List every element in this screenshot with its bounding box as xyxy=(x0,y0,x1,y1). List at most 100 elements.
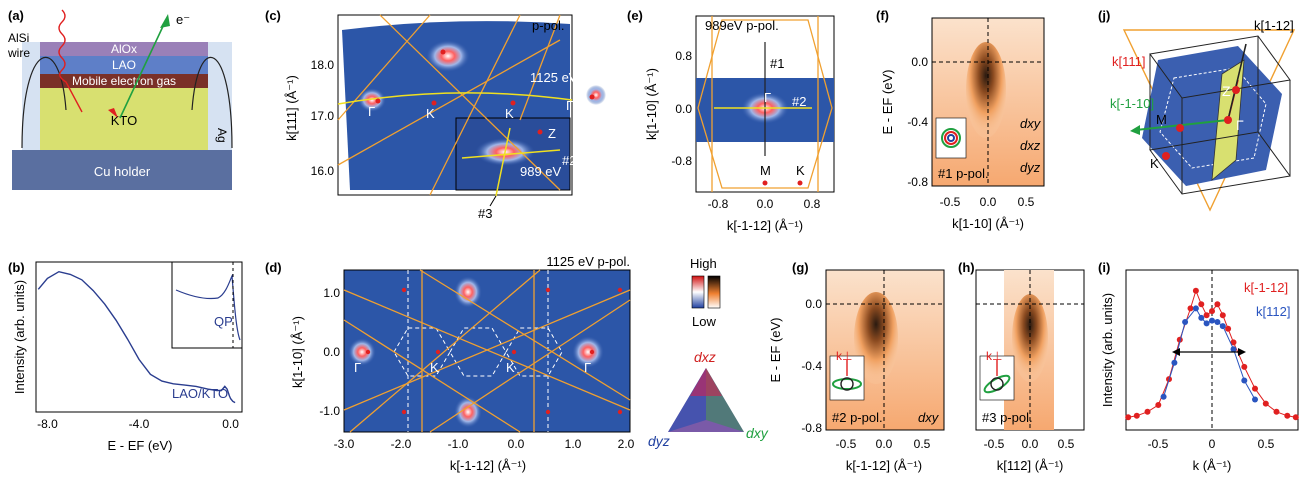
plot-c-ytick-3: 16.0 xyxy=(311,164,335,178)
bz-z-dot xyxy=(1232,86,1240,94)
plot-f-band xyxy=(966,42,1006,138)
panel-b: (b) QP LAO/KTO -8.0 -4.0 0.0 E - EF (eV) I… xyxy=(8,260,243,453)
plot-b-curve xyxy=(37,270,236,404)
plot-i-xtick-2: 0 xyxy=(1209,437,1216,451)
plot-i-xtick-3: 0.5 xyxy=(1258,437,1275,451)
xray-beam xyxy=(58,9,83,113)
plot-f-orb-2: dxz xyxy=(1020,138,1041,153)
plot-f-ytick-3: -0.8 xyxy=(907,175,928,189)
plot-c-spot-3 xyxy=(586,85,606,105)
plot-f-orb-3: dyz xyxy=(1020,160,1041,175)
plot-i-point xyxy=(1125,414,1132,421)
plot-i-point xyxy=(1241,363,1248,370)
plot-g-cut: #2 p-pol. xyxy=(832,410,883,425)
plot-i-point xyxy=(1133,412,1140,419)
plot-i-xlabel: k (Å⁻¹) xyxy=(1193,458,1232,473)
plot-i-point xyxy=(1209,308,1215,315)
bz-k112-arrow xyxy=(1227,43,1247,121)
wire-label-2: wire xyxy=(7,46,30,60)
plot-i-point xyxy=(1192,305,1199,312)
bz-m-dot xyxy=(1176,124,1184,132)
cu-holder-label: Cu holder xyxy=(94,164,151,179)
plot-f-orb-1: dxy xyxy=(1020,116,1042,131)
plot-e-k: K xyxy=(796,163,805,178)
plot-i-ylabel: Intensity (arb. units) xyxy=(1100,293,1115,407)
plot-c-gamma-1: Γ xyxy=(368,104,375,119)
photoelectron-path xyxy=(119,21,166,119)
plot-e-ylabel: k[1-10] (Å⁻¹) xyxy=(644,68,659,140)
bz-cube xyxy=(1149,35,1291,195)
wire-left xyxy=(21,56,67,149)
panel-e-label: (e) xyxy=(627,8,643,23)
plot-e-gamma: Γ xyxy=(764,90,771,105)
plot-i-legend-2: k[112] xyxy=(1256,304,1290,319)
plot-i-point xyxy=(1230,346,1237,353)
plot-i-point xyxy=(1230,339,1237,346)
plot-c-cut-3 xyxy=(495,127,511,197)
panel-g: (g) k⊥ #2 p-pol. dxy 0.0 -0.4 -0.8 -0.5 … xyxy=(768,260,945,473)
plot-i-series-line-2 xyxy=(1163,307,1256,400)
xray-arrowhead xyxy=(108,108,118,118)
plot-d-k-1: K xyxy=(430,360,439,375)
plot-i-point xyxy=(1203,312,1210,319)
panel-c-label: (c) xyxy=(265,8,281,23)
lao-layer xyxy=(40,56,208,74)
plot-b-xtick: 0.0 xyxy=(222,417,239,431)
panel-g-label: (g) xyxy=(792,260,809,275)
bz-k112-label: k[1-12] xyxy=(1254,18,1294,33)
electron-gas-layer xyxy=(40,74,208,88)
plot-c-hsp-dots xyxy=(375,49,595,135)
plot-d-k-2: K xyxy=(506,360,515,375)
wire-right xyxy=(191,57,233,149)
inset-b-qp-label: QP xyxy=(214,314,233,329)
plot-f-xtick-2: 0.0 xyxy=(980,195,997,209)
plot-i-point xyxy=(1182,319,1189,325)
plot-g-ytick-1: 0.0 xyxy=(805,297,822,311)
plot-c-cut-3-label: #3 xyxy=(478,206,492,221)
legend-colorbars: High Low dxz dyz dxy xyxy=(648,256,769,449)
kto-substrate xyxy=(40,88,208,150)
plot-f-geom-icon xyxy=(935,117,967,159)
plot-g-ytick-2: -0.4 xyxy=(801,359,822,373)
plot-d-title: 1125 eV p-pol. xyxy=(546,254,630,269)
plot-i-point xyxy=(1284,412,1291,419)
plot-g-kperp: k⊥ xyxy=(836,349,852,363)
photoelectron-arrowhead xyxy=(160,14,170,28)
electron-label: e⁻ xyxy=(176,12,190,27)
plot-h-band xyxy=(1012,294,1048,382)
plot-e-cut-1-label: #1 xyxy=(770,56,784,71)
plot-d-spot-3 xyxy=(572,336,604,368)
plot-h-xlabel: k[112] (Å⁻¹) xyxy=(997,458,1064,473)
plot-i-point xyxy=(1292,414,1299,421)
plot-e-ytick-2: 0.0 xyxy=(675,102,692,116)
plot-d-ytick-1: 1.0 xyxy=(323,286,340,300)
plot-g-ylabel: E - EF (eV) xyxy=(768,317,783,382)
colorbar-blue-red xyxy=(691,275,705,309)
panel-f: (f) #1 p-pol. dxy dxz dyz 0.0 -0.4 -0.8 … xyxy=(876,8,1045,231)
plot-c-k-2: K xyxy=(505,106,514,121)
plot-i-point xyxy=(1160,393,1167,400)
plot-d-xtick-2: -2.0 xyxy=(391,437,412,451)
lao-label: LAO xyxy=(112,58,136,72)
alox-layer xyxy=(40,42,208,56)
plot-c-spot-1 xyxy=(426,40,470,72)
plot-i-point xyxy=(1219,312,1226,319)
plot-c-cut-3-leader xyxy=(489,195,497,207)
ag-label: Ag xyxy=(215,128,229,143)
plot-d-gamma-2: Γ xyxy=(584,360,591,375)
plot-g-ytick-3: -0.8 xyxy=(801,421,822,435)
panel-h: (h) k⊥ #3 p-pol. -0.5 0.0 0.5 k[112] (Å⁻… xyxy=(958,260,1085,473)
plot-e-xtick-1: -0.8 xyxy=(708,197,729,211)
bz-z-label: Z xyxy=(1222,83,1231,99)
plot-i-point xyxy=(1225,325,1232,332)
plot-e-ytick-3: -0.8 xyxy=(671,154,692,168)
plot-d-gamma-1: Γ xyxy=(354,360,361,375)
plot-c-bz-lines xyxy=(337,14,561,196)
plot-d-ytick-3: -1.0 xyxy=(319,404,340,418)
alox-label: AlOx xyxy=(111,42,137,56)
plot-c-cut-2-label: #2 xyxy=(562,153,576,168)
plot-d-ylabel: k[1-10] (Å⁻¹) xyxy=(290,316,305,388)
plot-c-cut-2 xyxy=(461,149,561,159)
plot-b-xticks: -8.0 -4.0 0.0 xyxy=(37,417,239,431)
bz-k110-label: k[-1-10] xyxy=(1110,96,1154,111)
